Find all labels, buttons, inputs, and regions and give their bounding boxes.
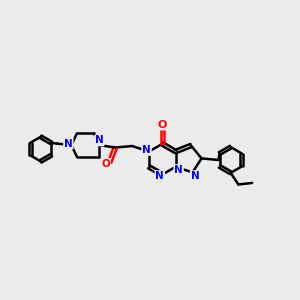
- Text: N: N: [190, 171, 199, 181]
- Text: N: N: [155, 171, 164, 181]
- Text: N: N: [64, 139, 73, 148]
- Text: O: O: [158, 119, 167, 130]
- Text: N: N: [95, 136, 104, 146]
- Text: O: O: [101, 159, 110, 169]
- Text: N: N: [142, 145, 151, 155]
- Text: N: N: [174, 165, 183, 175]
